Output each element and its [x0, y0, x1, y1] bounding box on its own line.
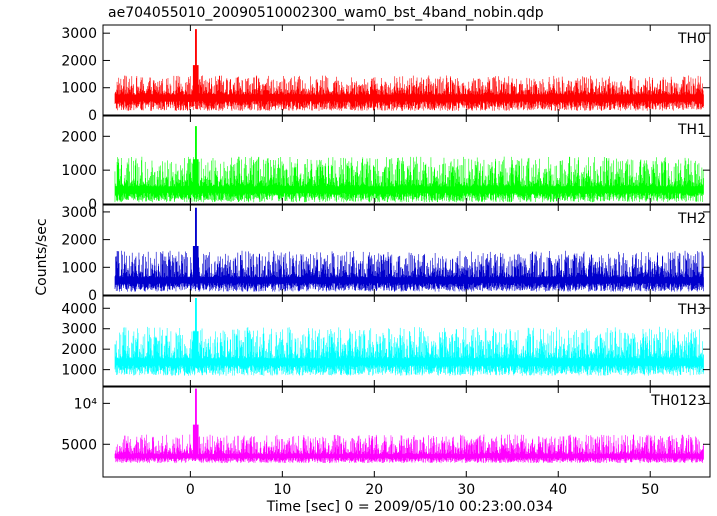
y-tick-label: 0 — [88, 288, 97, 304]
x-tick-label: 40 — [549, 482, 567, 498]
panel-label-th1: TH1 — [677, 122, 706, 138]
y-axis-label: Counts/sec — [34, 218, 50, 295]
x-tick-label: 0 — [186, 482, 195, 498]
y-tick-label: 3000 — [61, 322, 97, 338]
panel-frame — [102, 24, 711, 116]
y-tick-label: 0 — [88, 197, 97, 213]
y-tick-label: 5000 — [61, 437, 97, 453]
series-th0123 — [114, 388, 704, 464]
y-tick-label: 2000 — [61, 233, 97, 249]
panel-label-th3: TH3 — [677, 302, 706, 318]
y-tick-label: 3000 — [61, 26, 97, 42]
y-tick-label: 0 — [88, 108, 97, 124]
series-th3 — [114, 298, 704, 376]
x-axis-label: Time [sec] 0 = 2009/05/10 00:23:00.034 — [266, 499, 554, 515]
series-th0 — [114, 29, 704, 111]
series-th2 — [114, 207, 704, 292]
figure-title: ae704055010_20090510002300_wam0_bst_4ban… — [108, 5, 544, 21]
y-tick-label: 1000 — [61, 81, 97, 97]
y-tick-label: 3000 — [61, 205, 97, 221]
x-tick-label: 30 — [457, 482, 475, 498]
panel-frame — [102, 295, 711, 387]
y-tick-label: 2000 — [61, 53, 97, 69]
y-tick-label: 1000 — [61, 163, 97, 179]
series-th1 — [114, 126, 704, 203]
y-tick-label: 1000 — [61, 260, 97, 276]
panel-frame — [102, 115, 711, 205]
panel-label-th0: TH0 — [677, 31, 706, 47]
y-tick-label: 10⁴ — [74, 396, 98, 412]
x-tick-label: 10 — [273, 482, 291, 498]
x-tick-label: 20 — [365, 482, 383, 498]
y-tick-label: 4000 — [61, 301, 97, 317]
y-tick-label: 2000 — [61, 342, 97, 358]
x-tick-label: 50 — [641, 482, 659, 498]
panel-frame — [102, 386, 711, 478]
y-tick-label: 2000 — [61, 129, 97, 145]
panel-label-th2: TH2 — [677, 211, 706, 227]
panel-label-th0123: TH0123 — [650, 393, 706, 409]
y-tick-label: 1000 — [61, 363, 97, 379]
panel-frame — [102, 204, 711, 296]
